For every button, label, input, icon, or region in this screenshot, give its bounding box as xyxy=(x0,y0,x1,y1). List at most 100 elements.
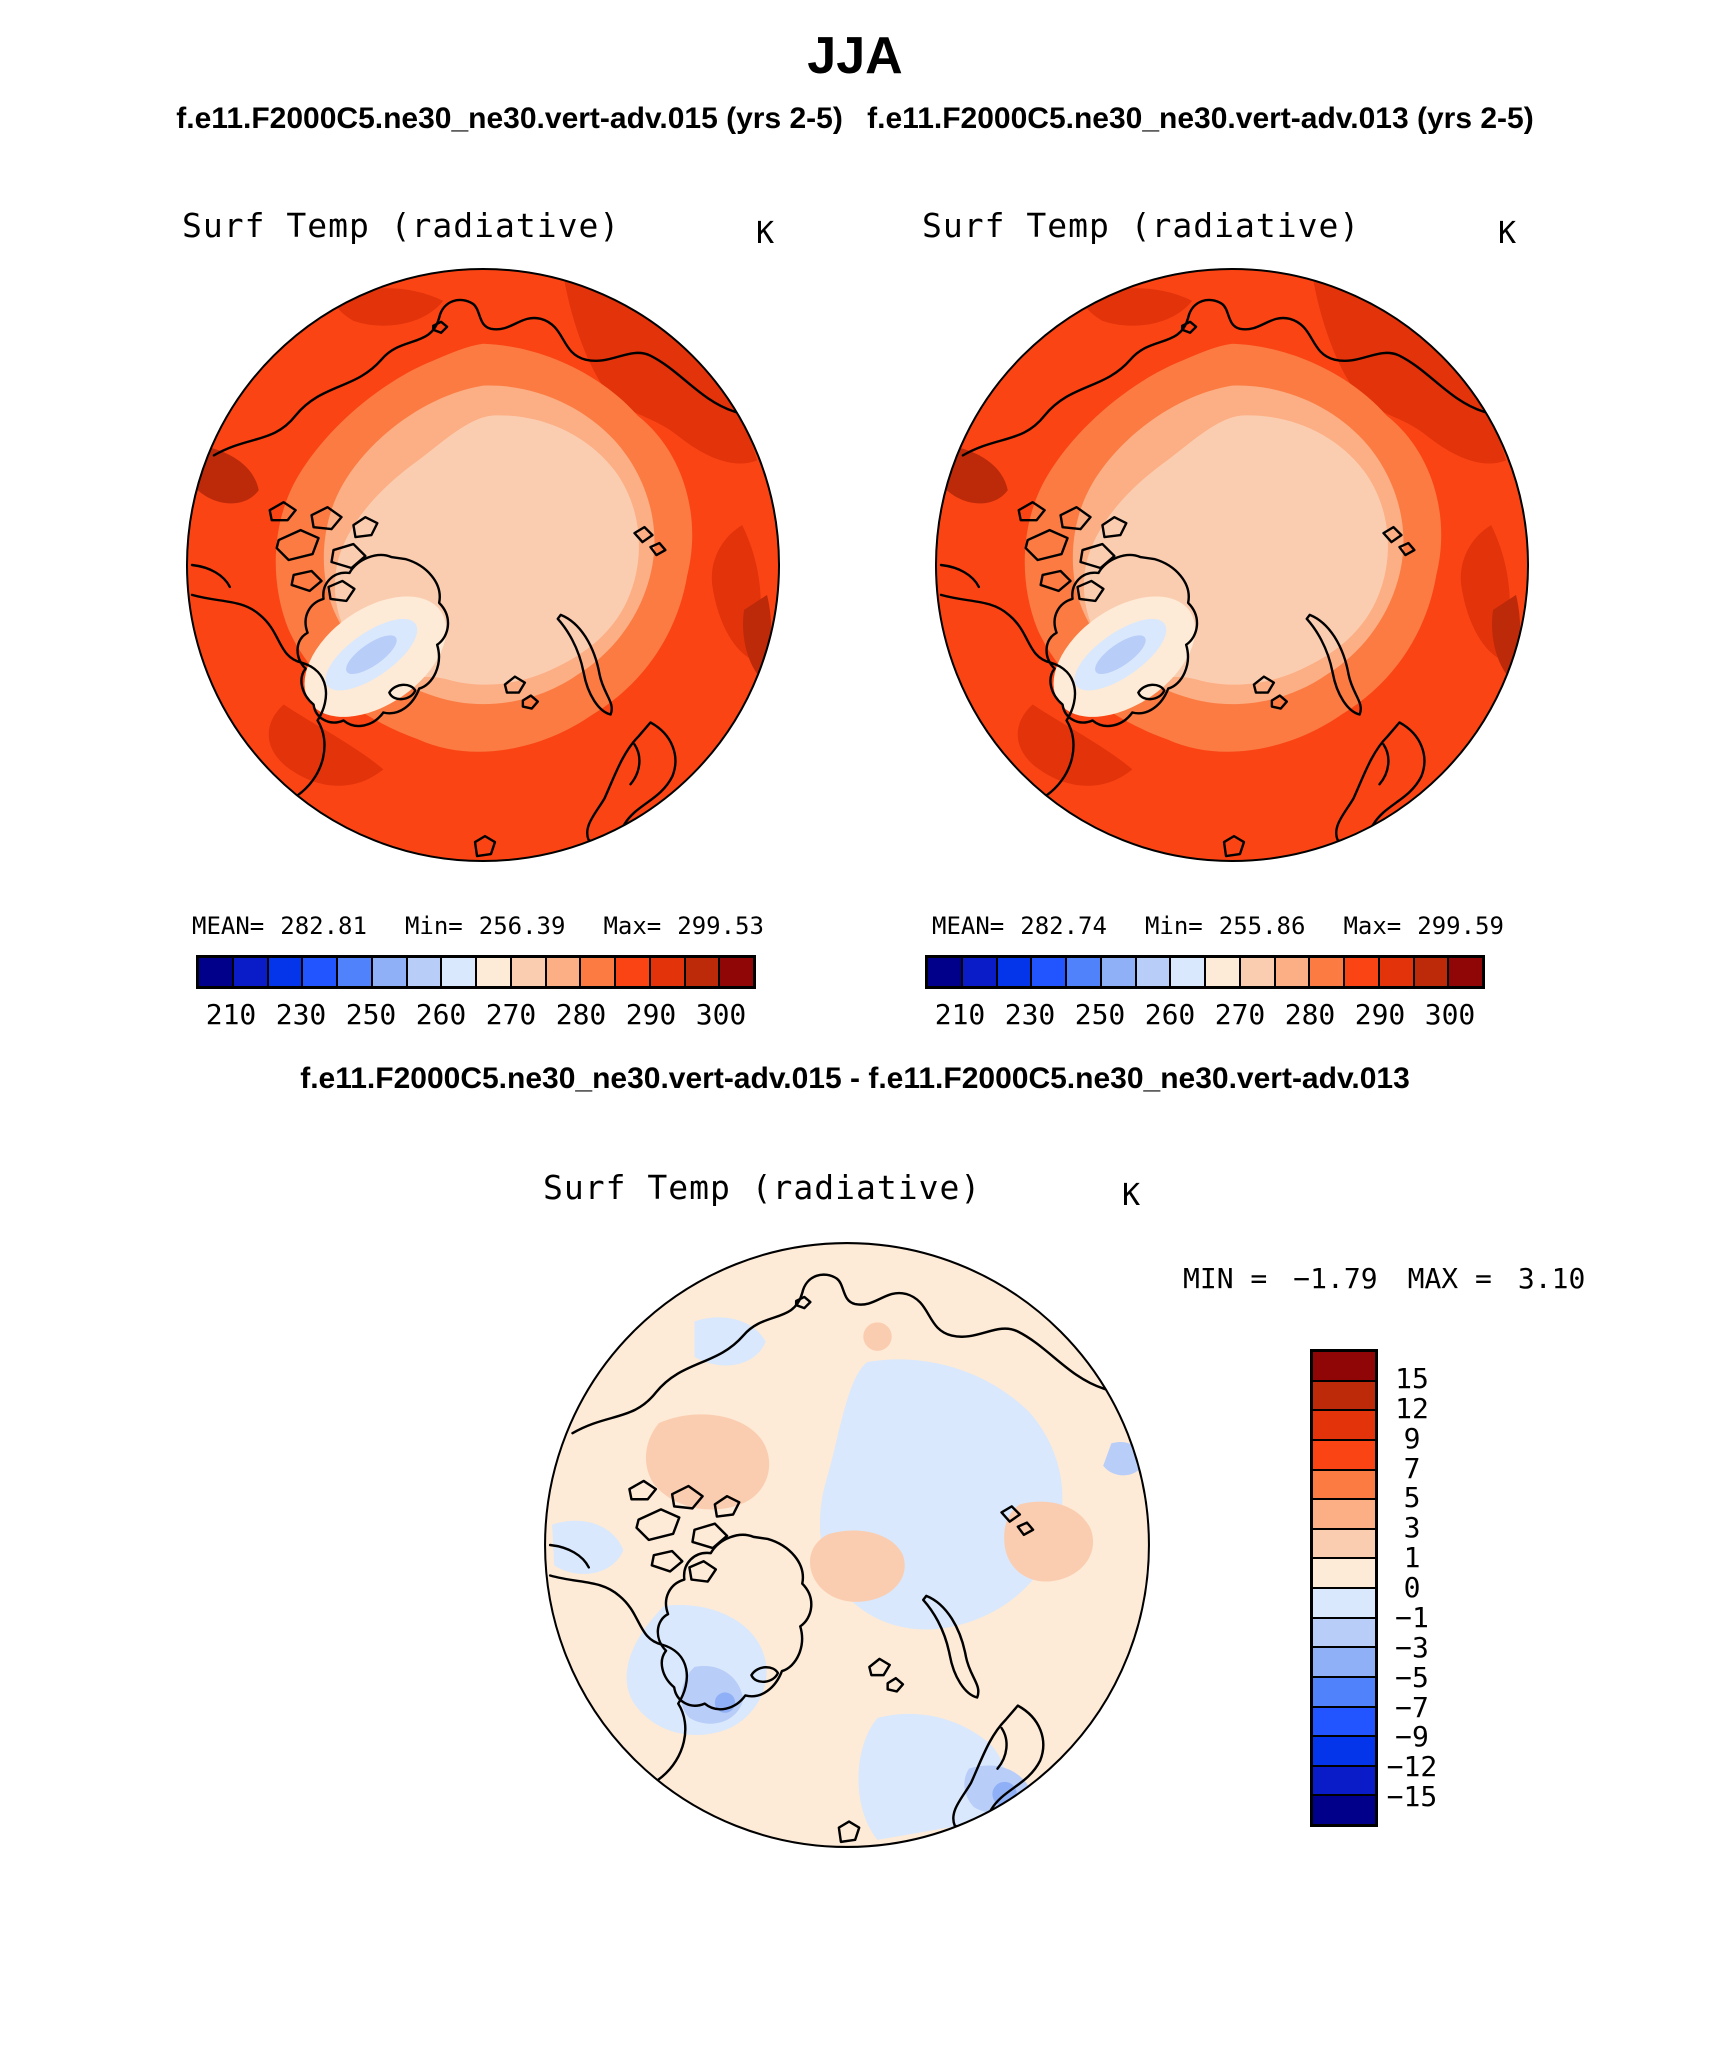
colorbar-cell xyxy=(1312,1499,1376,1529)
case2-units: K xyxy=(1498,216,1517,251)
colorbar-tick-label: 270 xyxy=(1214,998,1266,1031)
colorbar-tick-label: 250 xyxy=(345,998,397,1031)
colorbar-cell xyxy=(615,957,650,987)
diff-min-value: −1.79 xyxy=(1293,1262,1378,1295)
colorbar-cell xyxy=(684,957,720,987)
diff-cases-title: f.e11.F2000C5.ne30_ne30.vert-adv.015 - f… xyxy=(300,1062,1410,1095)
case1-max-value: 299.53 xyxy=(677,912,764,940)
colorbar-tick-label: −7 xyxy=(1395,1690,1429,1724)
diff-min-label: MIN = xyxy=(1183,1262,1268,1295)
case1-panel-title: Surf Temp (radiative) xyxy=(182,206,621,245)
case2-mean-label: MEAN= xyxy=(932,912,1005,940)
colorbar-cell xyxy=(441,957,476,987)
colorbar-tick-label: 250 xyxy=(1074,998,1126,1031)
colorbar-cell xyxy=(1312,1469,1376,1500)
colorbar-cell xyxy=(1312,1647,1376,1677)
diff-units: K xyxy=(1122,1178,1141,1213)
colorbar-tick-label: 3 xyxy=(1403,1511,1421,1545)
case2-stats: MEAN= 282.74 Min= 255.86 Max= 299.59 xyxy=(932,912,1504,940)
case1-mean-value: 282.81 xyxy=(280,912,367,940)
colorbar-cell xyxy=(1170,957,1205,987)
colorbar-cell xyxy=(1312,1351,1376,1381)
colorbar-tick-label: −12 xyxy=(1386,1750,1438,1784)
colorbar-tick-label: −1 xyxy=(1395,1600,1429,1634)
colorbar-cell xyxy=(1100,957,1136,987)
case1-stats: MEAN= 282.81 Min= 256.39 Max= 299.53 xyxy=(192,912,764,940)
colorbar-cell xyxy=(1312,1558,1376,1588)
case2-mean-value: 282.74 xyxy=(1020,912,1107,940)
colorbar-cell xyxy=(267,957,303,987)
colorbar-cell xyxy=(232,957,268,987)
colorbar-tick-label: 270 xyxy=(485,998,537,1031)
colorbar-cell xyxy=(545,957,581,987)
case2-max-value: 299.59 xyxy=(1417,912,1504,940)
colorbar-tick-label: 210 xyxy=(205,998,257,1031)
colorbar-cell xyxy=(1312,1736,1376,1766)
colorbar-cell xyxy=(1312,1528,1376,1559)
colorbar-cell xyxy=(510,957,546,987)
colorbar-cell xyxy=(371,957,407,987)
colorbar-cell xyxy=(1312,1676,1376,1707)
colorbar-tick-label: 260 xyxy=(415,998,467,1031)
diff-colorbar-ticks: 15 12 9 7 5 3 1 0 −1 −3 −5 −7 −9 −12 −15 xyxy=(1357,1349,1467,1827)
colorbar-cell xyxy=(476,957,511,987)
colorbar-tick-label: 0 xyxy=(1403,1571,1421,1604)
case2-colorbar-ticks: 210 230 250 260 270 280 290 300 xyxy=(925,998,1485,1032)
colorbar-cell xyxy=(1135,957,1171,987)
case1-units: K xyxy=(756,216,775,251)
colorbar-cell xyxy=(1205,957,1240,987)
colorbar-cell xyxy=(1239,957,1275,987)
colorbar-cell xyxy=(1312,1439,1376,1470)
case2-max-label: Max= xyxy=(1343,912,1402,940)
case1-min-label: Min= xyxy=(404,912,463,940)
colorbar-cell xyxy=(719,957,754,987)
case1-name: f.e11.F2000C5.ne30_ne30.vert-adv.015 (yr… xyxy=(176,102,843,135)
colorbar-cell xyxy=(302,957,337,987)
colorbar-cell xyxy=(1312,1410,1376,1440)
colorbar-tick-label: 230 xyxy=(275,998,327,1031)
colorbar-cell xyxy=(649,957,685,987)
colorbar-cell xyxy=(1378,957,1414,987)
case2-panel-title: Surf Temp (radiative) xyxy=(922,206,1361,245)
colorbar-cell xyxy=(1309,957,1344,987)
colorbar-tick-label: 12 xyxy=(1395,1391,1429,1425)
case2-min-value: 255.86 xyxy=(1218,912,1306,940)
colorbar-tick-label: 9 xyxy=(1403,1421,1421,1455)
colorbar-cell xyxy=(198,957,233,987)
colorbar-cell xyxy=(337,957,372,987)
colorbar-cell xyxy=(1344,957,1379,987)
case1-min-value: 256.39 xyxy=(478,912,566,940)
colorbar-tick-label: 1 xyxy=(1403,1541,1421,1575)
colorbar-tick-label: 5 xyxy=(1403,1481,1421,1515)
colorbar-cell xyxy=(1312,1795,1376,1825)
cases-title: f.e11.F2000C5.ne30_ne30.vert-adv.015 (yr… xyxy=(0,102,1710,136)
case1-colorbar-ticks: 210 230 250 260 270 280 290 300 xyxy=(196,998,756,1032)
colorbar-tick-label: 280 xyxy=(1284,998,1336,1031)
colorbar-tick-label: 260 xyxy=(1144,998,1196,1031)
colorbar-cell xyxy=(927,957,962,987)
colorbar-cell xyxy=(1448,957,1483,987)
colorbar-cell xyxy=(1312,1617,1376,1648)
case2-min-label: Min= xyxy=(1144,912,1203,940)
case2-name: f.e11.F2000C5.ne30_ne30.vert-adv.013 (yr… xyxy=(867,102,1534,135)
colorbar-cell xyxy=(1413,957,1449,987)
colorbar-cell xyxy=(1274,957,1310,987)
colorbar-tick-label: 7 xyxy=(1403,1451,1421,1485)
colorbar-cell xyxy=(1312,1706,1376,1737)
colorbar-cell xyxy=(996,957,1032,987)
colorbar-cell xyxy=(1066,957,1101,987)
colorbar-cell xyxy=(406,957,442,987)
case1-max-label: Max= xyxy=(603,912,662,940)
diff-colorbar xyxy=(1310,1349,1378,1827)
colorbar-cell xyxy=(580,957,615,987)
case2-colorbar xyxy=(925,955,1485,989)
colorbar-cell xyxy=(1031,957,1066,987)
colorbar-cell xyxy=(961,957,997,987)
diff-max-value: 3.10 xyxy=(1517,1262,1586,1295)
diff-minmax: MIN = −1.79 MAX = 3.10 xyxy=(1183,1262,1615,1295)
case1-colorbar xyxy=(196,955,756,989)
colorbar-tick-label: 15 xyxy=(1395,1361,1429,1395)
colorbar-tick-label: 230 xyxy=(1004,998,1056,1031)
colorbar-tick-label: −9 xyxy=(1395,1720,1429,1754)
